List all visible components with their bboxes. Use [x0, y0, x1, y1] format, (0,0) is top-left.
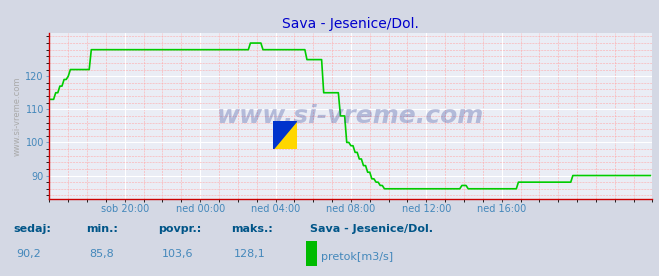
Text: www.si-vreme.com: www.si-vreme.com [217, 104, 484, 128]
Text: 90,2: 90,2 [16, 249, 42, 259]
Text: maks.:: maks.: [231, 224, 272, 234]
Text: 103,6: 103,6 [161, 249, 193, 259]
Text: pretok[m3/s]: pretok[m3/s] [321, 252, 393, 262]
Polygon shape [273, 121, 297, 149]
Text: Sava - Jesenice/Dol.: Sava - Jesenice/Dol. [310, 224, 433, 234]
Text: povpr.:: povpr.: [158, 224, 202, 234]
Polygon shape [273, 121, 297, 149]
Text: 85,8: 85,8 [89, 249, 114, 259]
Text: 128,1: 128,1 [234, 249, 266, 259]
Y-axis label: www.si-vreme.com: www.si-vreme.com [13, 76, 21, 156]
Text: sedaj:: sedaj: [13, 224, 51, 234]
Bar [306, 242, 317, 266]
Title: Sava - Jesenice/Dol.: Sava - Jesenice/Dol. [283, 17, 419, 31]
Text: min.:: min.: [86, 224, 117, 234]
